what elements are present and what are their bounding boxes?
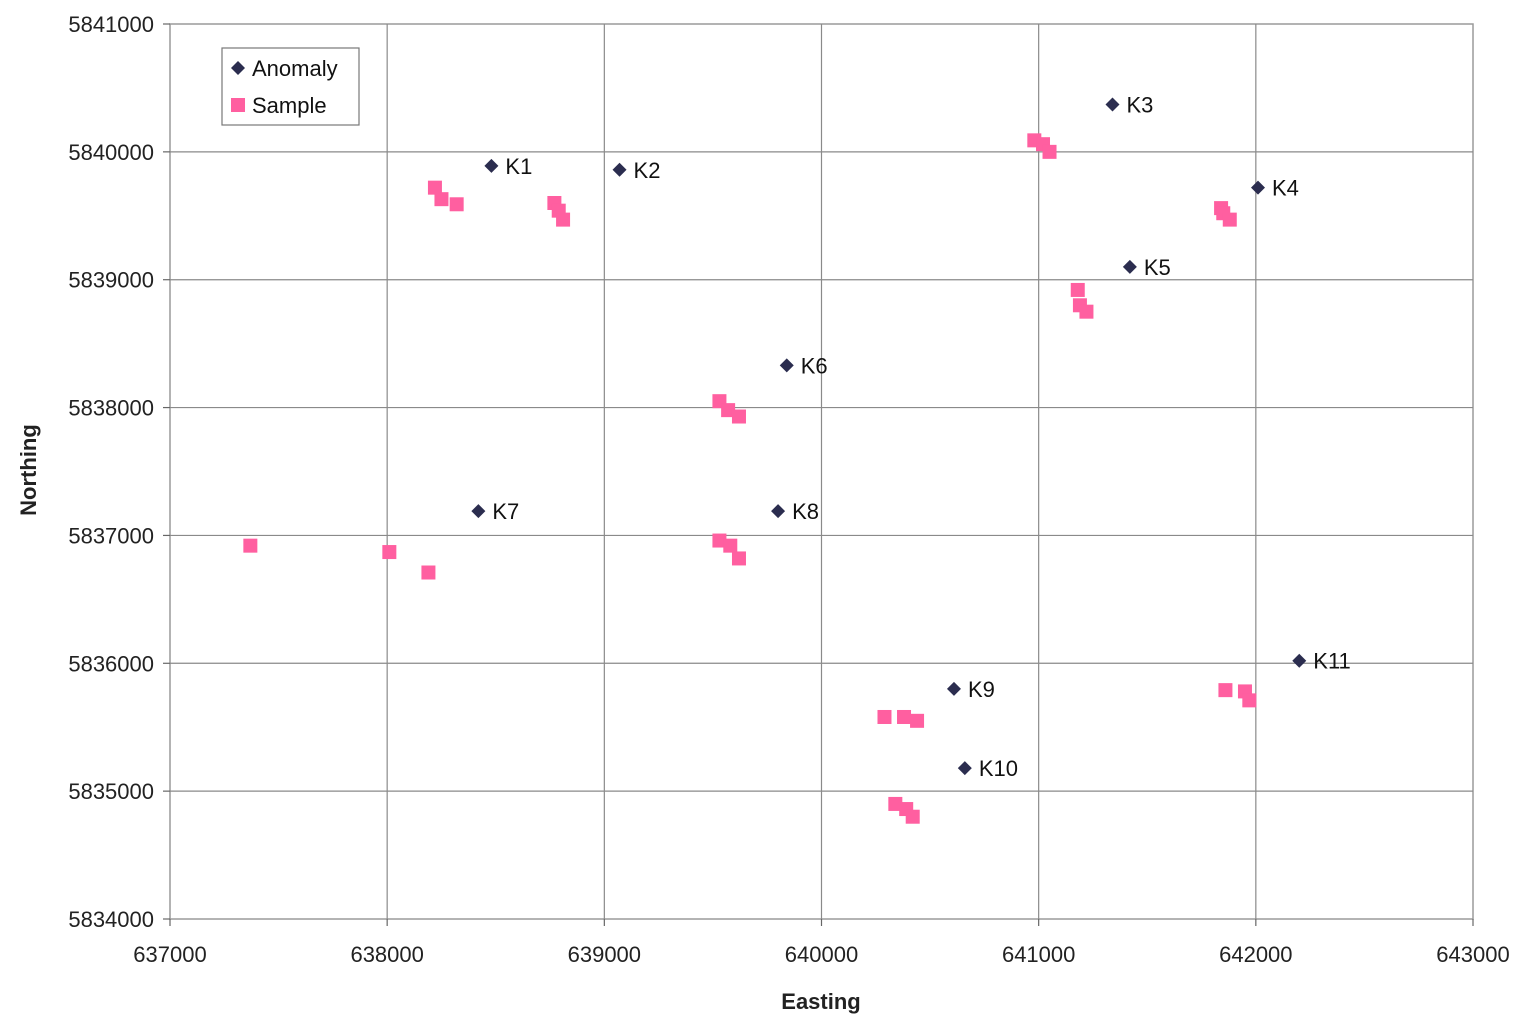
sample-point	[1079, 304, 1094, 319]
gridlines	[163, 23, 1474, 926]
anomaly-label: K7	[492, 499, 519, 524]
sample-point	[556, 212, 571, 227]
sample-point	[905, 809, 920, 824]
x-tick-label: 639000	[568, 942, 641, 967]
y-tick-label: 5835000	[68, 779, 154, 804]
anomaly-label: K3	[1127, 93, 1154, 118]
legend-sample-marker	[231, 98, 245, 112]
x-tick-label: 641000	[1002, 942, 1075, 967]
legend-anomaly-label: Anomaly	[252, 56, 338, 81]
anomaly-point	[1292, 653, 1307, 668]
legend: Anomaly Sample	[221, 47, 360, 126]
anomaly-point	[1122, 259, 1137, 274]
anomaly-label: K6	[801, 353, 828, 378]
sample-point	[910, 713, 925, 728]
sample-point	[1242, 693, 1257, 708]
anomaly-label: K8	[792, 499, 819, 524]
legend-box	[221, 47, 360, 126]
sample-point	[427, 180, 442, 195]
y-axis-title: Northing	[16, 424, 41, 516]
y-tick-label: 5836000	[68, 651, 154, 676]
sample-point	[421, 565, 436, 580]
sample-point	[1042, 144, 1057, 159]
anomaly-label: K11	[1313, 649, 1351, 674]
y-tick-label: 5839000	[68, 268, 154, 293]
anomaly-label: K5	[1144, 255, 1171, 280]
anomaly-point	[779, 358, 794, 373]
anomaly-label: K2	[634, 158, 661, 183]
x-tick-labels: 637000 638000 639000 640000 641000 642000 6430…	[133, 942, 1509, 967]
sample-point	[721, 403, 736, 418]
anomaly-point	[771, 504, 786, 519]
sample-point	[712, 533, 727, 548]
anomaly-label: K4	[1272, 176, 1299, 201]
sample-point	[877, 709, 892, 724]
anomaly-label: K10	[979, 756, 1018, 781]
anomaly-point	[612, 162, 627, 177]
anomaly-point	[1105, 97, 1120, 112]
y-tick-labels: 5834000 5835000 5836000 5837000 5838000 58390…	[68, 12, 154, 932]
sample-point	[434, 192, 449, 207]
anomaly-point	[471, 504, 486, 519]
sample-point	[449, 197, 464, 212]
x-tick-label: 638000	[350, 942, 423, 967]
sample-point	[897, 709, 912, 724]
sample-point	[382, 545, 397, 560]
sample-point	[1218, 683, 1233, 698]
y-tick-label: 5838000	[68, 396, 154, 421]
x-tick-label: 643000	[1436, 942, 1509, 967]
sample-point	[731, 551, 746, 566]
legend-anomaly-marker	[231, 61, 245, 75]
x-tick-label: 637000	[133, 942, 206, 967]
x-tick-label: 642000	[1219, 942, 1292, 967]
anomaly-label: K9	[968, 677, 995, 702]
anomaly-point	[957, 761, 972, 776]
y-tick-label: 5841000	[68, 12, 154, 37]
y-tick-label: 5834000	[68, 907, 154, 932]
sample-point	[731, 409, 746, 424]
anomaly-point	[946, 681, 961, 696]
x-tick-label: 640000	[785, 942, 858, 967]
sample-point	[1070, 282, 1085, 297]
y-tick-label: 5840000	[68, 140, 154, 165]
data-points	[243, 97, 1307, 824]
sample-point	[243, 538, 258, 553]
sample-point	[888, 796, 903, 811]
sample-point	[1222, 212, 1237, 227]
anomaly-point	[1251, 180, 1266, 195]
legend-sample-label: Sample	[252, 93, 327, 118]
anomaly-label: K1	[505, 154, 532, 179]
anomaly-point	[484, 158, 499, 173]
sample-point	[723, 538, 738, 553]
point-labels: K1 K2 K3 K4 K5 K6 K7 K8 K9 K10 K11	[492, 93, 1350, 782]
x-axis-title: Easting	[781, 989, 860, 1014]
y-tick-label: 5837000	[68, 523, 154, 548]
